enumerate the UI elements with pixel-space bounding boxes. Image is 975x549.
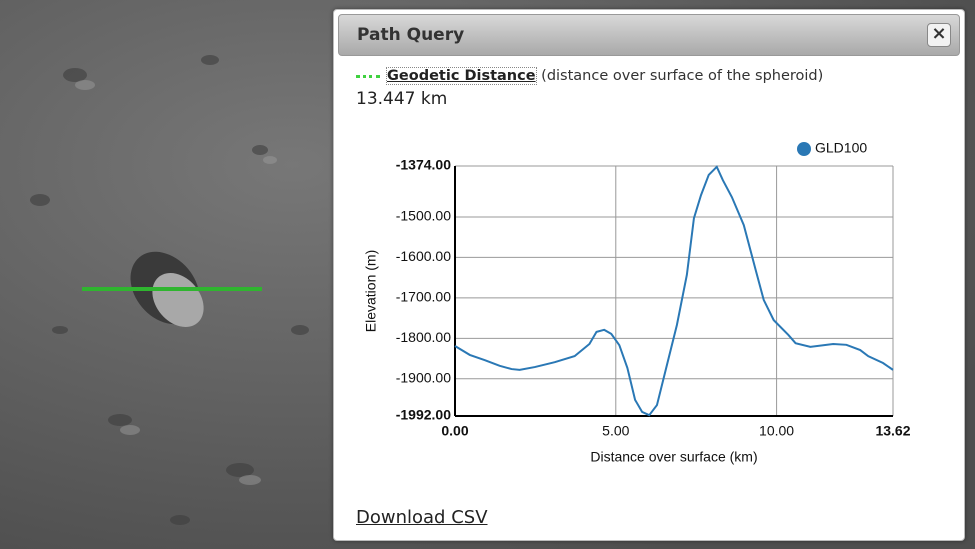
close-button[interactable]: × [927,23,951,47]
distance-value: 13.447 km [356,89,448,109]
path-query-panel: Path Query × Geodetic Distance (distance… [333,9,965,541]
line-icon [356,74,380,78]
distance-note: (distance over surface of the spheroid) [541,68,824,84]
panel-header: Path Query × [338,14,960,56]
download-csv[interactable]: Download CSV [356,507,488,528]
geodetic-distance-link[interactable]: Geodetic Distance [386,67,537,85]
panel-title: Path Query [357,25,465,45]
distance-row: Geodetic Distance (distance over surface… [356,67,824,85]
